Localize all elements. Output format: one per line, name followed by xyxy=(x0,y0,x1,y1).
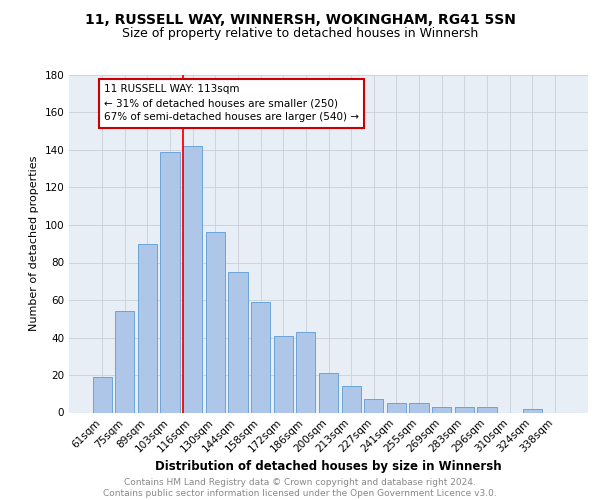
Bar xyxy=(341,386,361,412)
Bar xyxy=(364,400,383,412)
Text: Contains HM Land Registry data © Crown copyright and database right 2024.
Contai: Contains HM Land Registry data © Crown c… xyxy=(103,478,497,498)
Text: 11 RUSSELL WAY: 113sqm
← 31% of detached houses are smaller (250)
67% of semi-de: 11 RUSSELL WAY: 113sqm ← 31% of detached… xyxy=(104,84,359,122)
X-axis label: Distribution of detached houses by size in Winnersh: Distribution of detached houses by size … xyxy=(155,460,502,473)
Bar xyxy=(477,407,497,412)
Bar xyxy=(160,152,180,412)
Bar xyxy=(432,407,451,412)
Bar xyxy=(274,336,293,412)
Bar xyxy=(455,407,474,412)
Bar xyxy=(138,244,157,412)
Bar xyxy=(387,403,406,412)
Bar xyxy=(523,409,542,412)
Y-axis label: Number of detached properties: Number of detached properties xyxy=(29,156,39,332)
Bar xyxy=(92,377,112,412)
Bar xyxy=(251,302,270,412)
Bar xyxy=(409,403,428,412)
Bar xyxy=(296,332,316,412)
Text: 11, RUSSELL WAY, WINNERSH, WOKINGHAM, RG41 5SN: 11, RUSSELL WAY, WINNERSH, WOKINGHAM, RG… xyxy=(85,12,515,26)
Bar xyxy=(115,311,134,412)
Bar xyxy=(319,373,338,412)
Bar xyxy=(183,146,202,412)
Text: Size of property relative to detached houses in Winnersh: Size of property relative to detached ho… xyxy=(122,28,478,40)
Bar xyxy=(229,272,248,412)
Bar xyxy=(206,232,225,412)
